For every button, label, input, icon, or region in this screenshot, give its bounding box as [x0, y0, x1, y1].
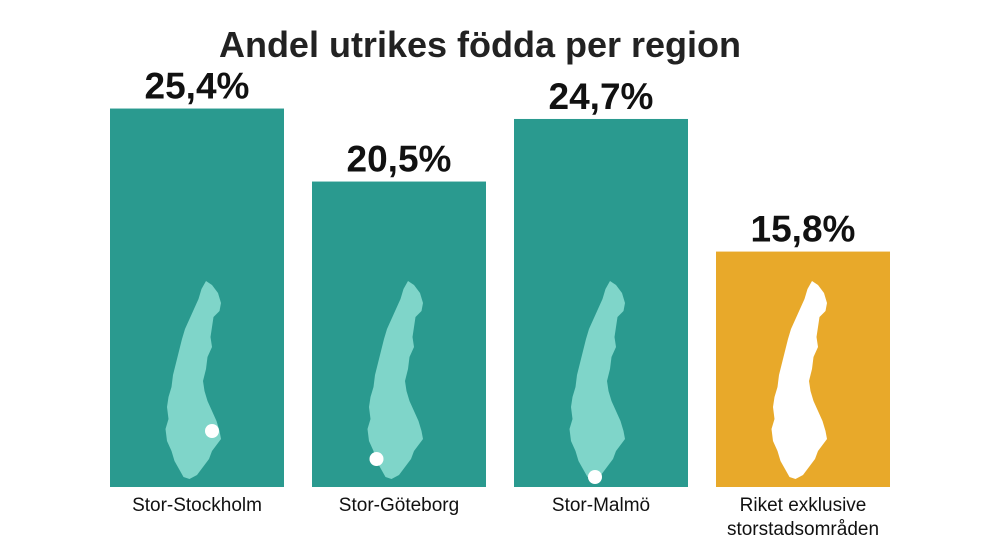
value-label-4: 15,8%	[751, 209, 856, 250]
category-label-2: Stor-Göteborg	[339, 495, 459, 516]
category-label-4-line-2: storstadsområden	[727, 519, 879, 540]
chart-title: Andel utrikes födda per region	[219, 24, 741, 65]
value-label-3: 24,7%	[549, 76, 654, 117]
bars-group: 25,4% Stor-Stockholm 20,5% Stor-Göteborg 24,…	[110, 66, 890, 540]
city-marker-2	[369, 452, 384, 466]
value-label-1: 25,4%	[145, 66, 250, 107]
category-label-4-line-1: Riket exklusive	[740, 495, 867, 516]
category-label-1: Stor-Stockholm	[132, 495, 262, 516]
city-marker-1	[205, 424, 219, 438]
value-label-2: 20,5%	[347, 139, 452, 180]
city-marker-3	[588, 470, 602, 484]
category-label-3: Stor-Malmö	[552, 495, 650, 516]
